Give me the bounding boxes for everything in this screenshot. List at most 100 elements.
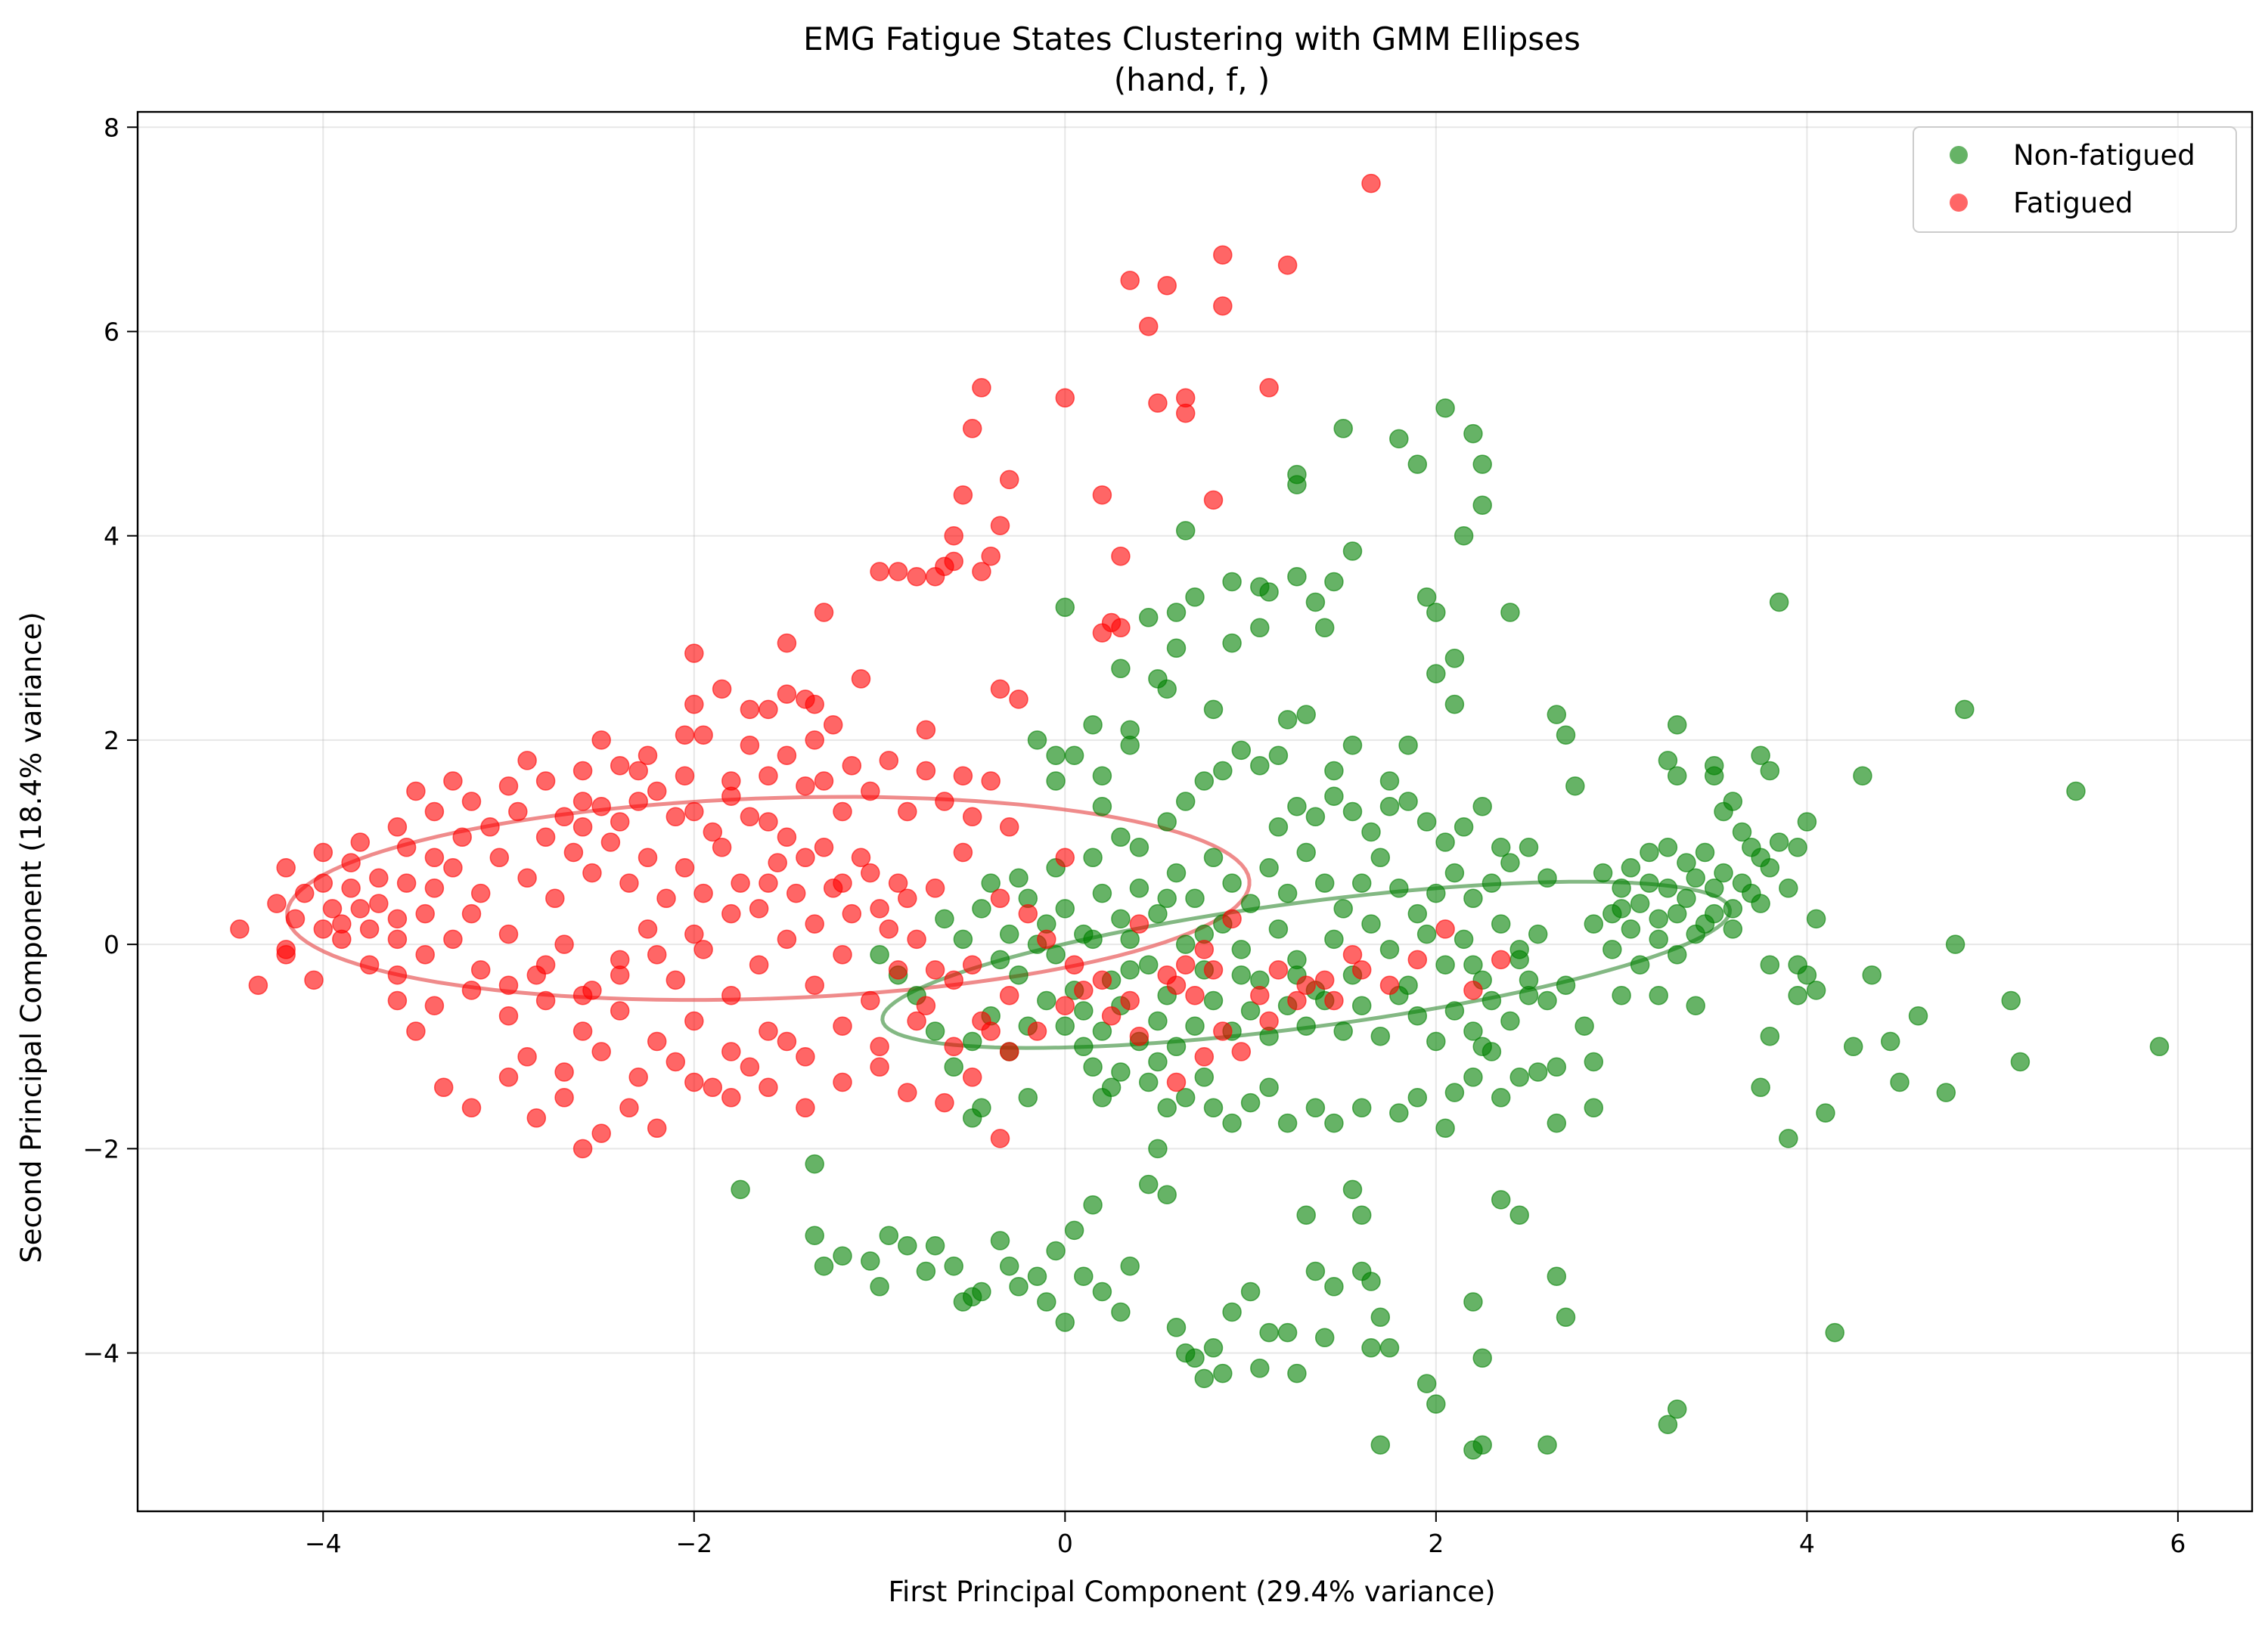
data-point [1686, 868, 1705, 888]
data-point [1324, 761, 1344, 781]
data-point [1444, 649, 1465, 668]
data-point [1250, 755, 1270, 776]
data-point [1157, 888, 1177, 909]
data-point [1046, 745, 1066, 765]
legend-marker-fatigued [1950, 194, 1968, 212]
data-point [1333, 1021, 1353, 1041]
data-point [572, 792, 593, 811]
data-point [1723, 899, 1743, 919]
data-point [666, 807, 686, 827]
data-point [861, 1251, 880, 1271]
data-point [1138, 608, 1159, 628]
series-fatigued [230, 173, 1511, 1159]
data-point [916, 761, 936, 781]
data-point [1351, 960, 1372, 980]
y-tick-label: 8 [104, 113, 119, 142]
data-point [1426, 1394, 1446, 1414]
data-point [1435, 1118, 1455, 1139]
data-point [554, 1088, 574, 1108]
data-point [999, 469, 1019, 490]
data-point [814, 603, 834, 622]
data-point [1398, 792, 1418, 811]
y-tick-label: 0 [104, 930, 119, 959]
data-point [591, 1123, 611, 1143]
data-point [990, 516, 1010, 535]
data-point [1342, 944, 1363, 965]
data-point [619, 873, 639, 893]
data-point [962, 1068, 982, 1087]
data-point [851, 669, 871, 689]
data-point [999, 1256, 1019, 1276]
data-point [628, 792, 648, 811]
data-point [1342, 1179, 1363, 1200]
data-point [1816, 1103, 1835, 1123]
data-point [572, 1021, 593, 1041]
data-point [796, 848, 815, 868]
data-point [898, 1083, 917, 1102]
data-point [1166, 603, 1187, 622]
data-point [925, 1021, 945, 1041]
data-point [870, 1037, 889, 1057]
chart-title: EMG Fatigue States Clustering with GMM E… [803, 20, 1581, 57]
data-point [823, 714, 843, 735]
data-point [759, 699, 778, 720]
data-point [1704, 879, 1724, 898]
data-point [452, 827, 472, 848]
data-point [1296, 842, 1316, 863]
data-point [461, 981, 482, 1000]
data-point [1120, 960, 1140, 980]
data-point [1556, 1307, 1576, 1328]
data-point [1287, 1363, 1307, 1384]
legend-marker-non-fatigued [1950, 146, 1968, 164]
data-point [1148, 903, 1168, 924]
data-point [1083, 714, 1103, 735]
data-point [768, 853, 787, 872]
data-point [517, 1047, 537, 1067]
data-point [1277, 710, 1298, 730]
data-point [1240, 1092, 1261, 1113]
data-point [1194, 1368, 1215, 1389]
data-point [1463, 981, 1483, 1000]
data-point [1472, 495, 1492, 515]
data-point [582, 863, 602, 883]
data-point [498, 924, 519, 944]
data-point [1658, 879, 1678, 898]
data-point [1677, 888, 1696, 909]
data-point [1732, 822, 1752, 842]
data-point [1231, 740, 1252, 761]
data-point [1547, 705, 1567, 724]
data-point [675, 766, 695, 786]
data-point [1788, 838, 1807, 857]
data-point [1101, 1077, 1122, 1098]
data-point [666, 970, 686, 990]
data-point [591, 796, 611, 817]
data-point [684, 694, 704, 714]
data-point [1779, 1129, 1798, 1148]
data-point [999, 924, 1019, 944]
data-point [1083, 929, 1103, 950]
data-point [879, 1226, 899, 1245]
data-point [1027, 730, 1047, 750]
data-point [1463, 955, 1483, 975]
data-point [313, 842, 334, 863]
data-point [731, 1179, 750, 1200]
data-point [721, 903, 741, 924]
data-point [1175, 521, 1196, 541]
plot-frame [136, 110, 2254, 1513]
data-point [1509, 1068, 1529, 1087]
data-point [1491, 1190, 1511, 1210]
data-point [285, 909, 306, 929]
data-point [387, 965, 408, 985]
data-point [749, 899, 769, 919]
data-point [1667, 714, 1687, 735]
data-point [1890, 1072, 1910, 1092]
data-point [1111, 618, 1131, 638]
data-point [777, 827, 797, 848]
data-point [572, 985, 593, 1006]
data-point [1157, 812, 1177, 832]
data-point [814, 1256, 834, 1276]
data-point [480, 817, 500, 837]
data-point [387, 909, 408, 929]
data-point [341, 853, 361, 872]
